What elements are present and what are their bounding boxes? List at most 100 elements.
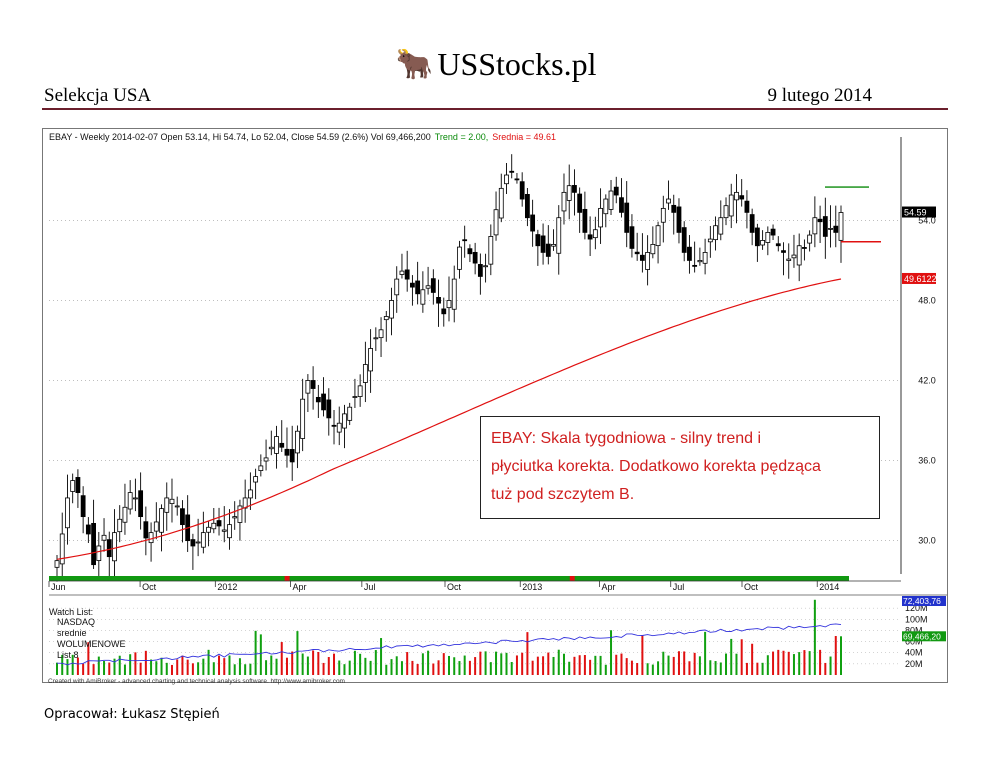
candle xyxy=(514,173,520,184)
candle xyxy=(498,173,504,223)
volume-bar xyxy=(165,662,168,675)
volume-bar xyxy=(704,631,707,675)
candle xyxy=(169,478,175,523)
volume-bar xyxy=(698,656,701,675)
watch-list-item: NASDAQ xyxy=(57,617,96,627)
candle xyxy=(524,187,530,227)
y-tick-label: 48.0 xyxy=(918,295,936,305)
volume-bar xyxy=(212,662,215,675)
volume-bar xyxy=(254,630,257,675)
candle xyxy=(671,194,677,235)
annotation-line: tuż pod szczytem B. xyxy=(491,486,635,503)
candle xyxy=(629,214,635,258)
volume-bar xyxy=(625,658,628,675)
candle xyxy=(284,427,290,468)
candle xyxy=(153,502,159,540)
volume-bar xyxy=(787,651,790,675)
candle xyxy=(159,504,164,552)
x-tick-label: 2013 xyxy=(522,582,542,592)
volume-bar xyxy=(176,659,179,675)
volume-bar xyxy=(448,655,450,675)
candle xyxy=(174,496,180,516)
candle xyxy=(734,174,739,224)
candle xyxy=(765,226,771,256)
candle xyxy=(101,518,107,552)
volume-bar xyxy=(693,652,696,675)
volume-bar xyxy=(646,663,649,675)
volume-bar xyxy=(463,655,466,675)
candle xyxy=(577,187,583,233)
volume-bar xyxy=(719,662,722,675)
candle xyxy=(268,430,274,456)
volume-bar xyxy=(782,650,785,675)
volume-bar xyxy=(134,652,137,675)
volume-tick-label: 80M xyxy=(905,625,923,635)
volume-bar xyxy=(495,651,498,675)
volume-bar xyxy=(103,661,106,675)
volume-bar xyxy=(510,661,513,675)
volume-bar xyxy=(761,662,764,675)
volume-bar xyxy=(630,660,633,675)
candle xyxy=(660,195,666,243)
volume-bar xyxy=(709,660,712,675)
watch-list: NASDAQ srednie WOLUMENOWE List 8 xyxy=(57,617,126,661)
candle xyxy=(802,239,807,261)
page-title: Selekcja USA xyxy=(44,85,152,106)
candle xyxy=(828,205,833,248)
volume-bar xyxy=(385,664,388,675)
volume-bar xyxy=(745,662,748,675)
srednia-tag: 49.6122 xyxy=(902,272,937,284)
volume-bar xyxy=(615,654,618,675)
candle xyxy=(185,495,191,552)
volume-bar xyxy=(573,656,576,675)
volume-bar xyxy=(71,654,74,675)
y-tick-label: 30.0 xyxy=(918,536,936,546)
candle xyxy=(760,230,765,250)
candle xyxy=(138,472,144,530)
volume-tick-label: 100M xyxy=(905,614,928,624)
volume-bar xyxy=(604,664,607,675)
candle xyxy=(451,265,457,323)
candle xyxy=(556,205,562,275)
volume-average-line xyxy=(56,623,842,666)
candle xyxy=(133,478,138,512)
candle xyxy=(681,221,687,262)
volume-bar xyxy=(207,649,210,675)
candle xyxy=(247,472,253,510)
candle xyxy=(295,425,300,469)
volume-tick-label: 120M xyxy=(905,603,928,613)
volume-bar xyxy=(421,653,424,675)
volume-bar xyxy=(238,658,241,675)
volume-bar xyxy=(730,638,733,675)
volume-bar xyxy=(364,657,367,675)
candle xyxy=(702,238,708,275)
x-tick-label: Jun xyxy=(51,582,66,592)
volume-bar xyxy=(777,649,780,675)
x-tick-label: Jul xyxy=(673,582,685,592)
volume-bar xyxy=(87,642,90,675)
candle xyxy=(430,269,436,305)
chart-credit: Created with AmiBroker - advanced charti… xyxy=(48,678,345,685)
volume-bar xyxy=(521,652,524,675)
candle xyxy=(692,241,698,273)
candle xyxy=(598,188,603,244)
price-chart: EBAY - Weekly 2014-02-07 Open 53.14, Hi … xyxy=(48,132,947,675)
volume-bar xyxy=(139,662,142,675)
candle xyxy=(483,253,488,283)
candle xyxy=(781,242,786,276)
candle xyxy=(645,235,651,286)
volume-bar xyxy=(636,663,639,675)
volume-bar xyxy=(458,661,461,675)
candle xyxy=(509,154,515,179)
header-divider xyxy=(42,108,948,110)
volume-bar xyxy=(280,642,283,675)
candle xyxy=(687,235,692,274)
volume-bar xyxy=(834,636,837,675)
y-tick-label: 36.0 xyxy=(918,456,936,466)
candle xyxy=(786,243,792,279)
chart-symbol-line: EBAY - Weekly 2014-02-07 Open 53.14, Hi … xyxy=(49,132,431,142)
volume-bar xyxy=(489,662,492,675)
candle xyxy=(200,511,206,554)
volume-bar xyxy=(829,656,832,675)
volume-bar xyxy=(641,635,644,675)
